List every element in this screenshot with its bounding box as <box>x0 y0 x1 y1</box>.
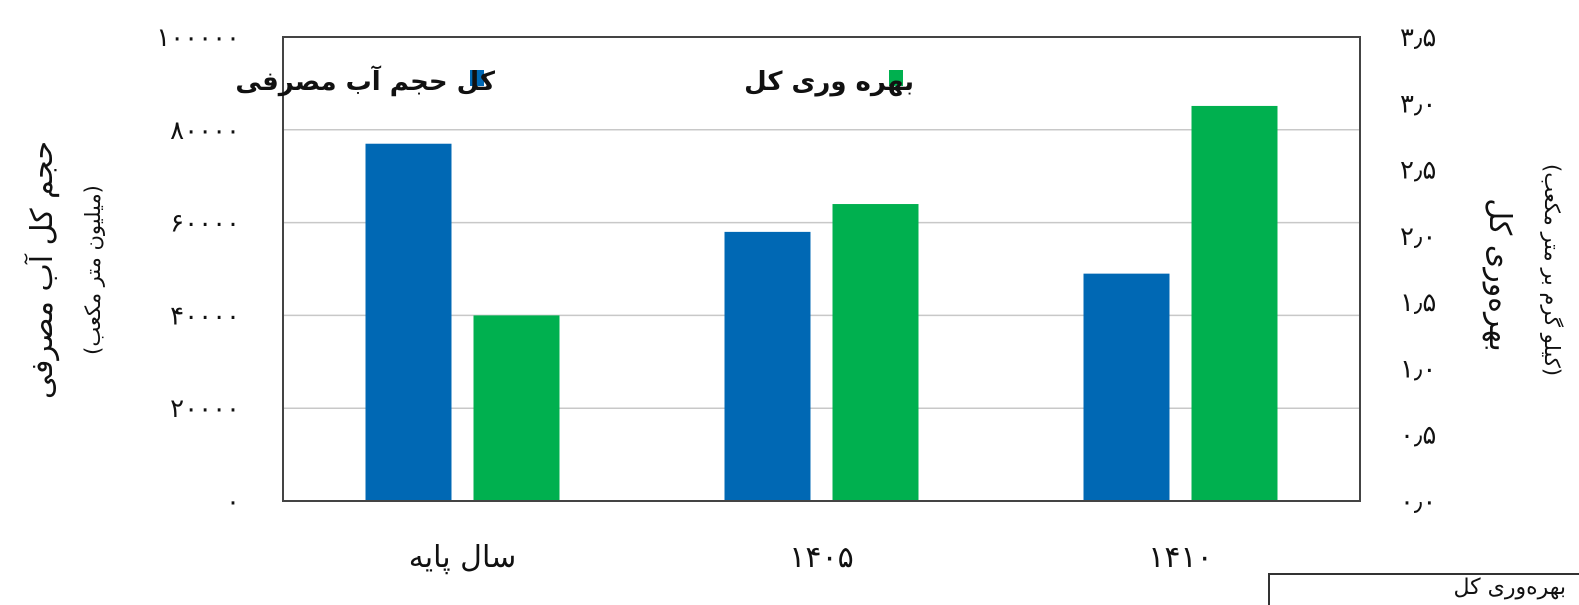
legend-swatch-productivity <box>889 70 903 86</box>
right-tick-label: ۰٫۵ <box>1400 421 1436 451</box>
legend-label-productivity: بهره وری کل <box>744 67 914 97</box>
left-tick-label: ۰ <box>226 487 240 517</box>
left-tick-label: ۶۰۰۰۰ <box>170 209 240 239</box>
left-axis-unit-group: (میلیون متر مکعب) <box>81 185 105 355</box>
left-tick-label: ۸۰۰۰۰ <box>170 116 240 146</box>
right-axis-ticks: ۰٫۰ ۰٫۵ ۱٫۰ ۱٫۵ ۲٫۰ ۲٫۵ ۳٫۰ ۳٫۵ <box>1400 23 1436 517</box>
plot-frame <box>282 36 1361 502</box>
legend: کل حجم آب مصرفی بهره وری کل <box>235 65 914 97</box>
right-tick-label: ۱٫۵ <box>1400 288 1436 318</box>
left-axis-ticks: ۰ ۲۰۰۰۰ ۴۰۰۰۰ ۶۰۰۰۰ ۸۰۰۰۰ ۱۰۰۰۰۰ <box>156 23 240 517</box>
right-axis-unit-group: (کیلو گرم بر متر مکعب) <box>1540 164 1564 376</box>
legend-label-volume: کل حجم آب مصرفی <box>235 65 495 97</box>
category-label: ۱۴۱۰ <box>1148 540 1212 575</box>
chart: ۰ ۲۰۰۰۰ ۴۰۰۰۰ ۶۰۰۰۰ ۸۰۰۰۰ ۱۰۰۰۰۰ ۰٫۰ ۰٫۵ ۱٫۰ ۱٫۵… <box>24 23 1564 575</box>
right-tick-label: ۲٫۵ <box>1400 156 1436 186</box>
left-axis-unit: (میلیون متر مکعب) <box>81 185 105 355</box>
category-label: سال پایه <box>409 540 517 575</box>
right-tick-label: ۳٫۰ <box>1400 89 1436 119</box>
gridlines <box>283 129 1360 409</box>
bar-productivity <box>832 204 919 502</box>
category-label: ۱۴۰۵ <box>789 540 853 575</box>
left-axis-title: حجم کل آب مصرفی <box>24 141 60 399</box>
corner-label: بهره‌وری کل <box>1453 575 1566 600</box>
bar-productivity <box>1191 105 1278 502</box>
right-axis-title: بهره‌وری کل <box>1482 198 1517 351</box>
left-tick-label: ۲۰۰۰۰ <box>170 394 240 424</box>
bars <box>365 105 1278 502</box>
left-tick-label: ۴۰۰۰۰ <box>170 301 240 331</box>
bar-volume <box>365 143 452 501</box>
left-axis-title-group: حجم کل آب مصرفی <box>24 141 60 399</box>
right-tick-label: ۰٫۰ <box>1400 487 1436 517</box>
right-tick-label: ۱٫۰ <box>1400 354 1436 384</box>
left-tick-label: ۱۰۰۰۰۰ <box>156 23 240 53</box>
bar-volume <box>1083 273 1170 501</box>
bar-productivity <box>473 315 560 501</box>
category-labels: سال پایه ۱۴۰۵ ۱۴۱۰ <box>409 540 1213 575</box>
legend-swatch-volume <box>470 70 484 86</box>
right-tick-label: ۲٫۰ <box>1400 222 1436 252</box>
corner-label-box: بهره‌وری کل <box>1268 573 1579 605</box>
right-axis-unit: (کیلو گرم بر متر مکعب) <box>1540 164 1564 376</box>
right-axis-title-group: بهره‌وری کل <box>1482 198 1517 351</box>
bar-volume <box>724 231 811 501</box>
right-tick-label: ۳٫۵ <box>1400 23 1436 53</box>
